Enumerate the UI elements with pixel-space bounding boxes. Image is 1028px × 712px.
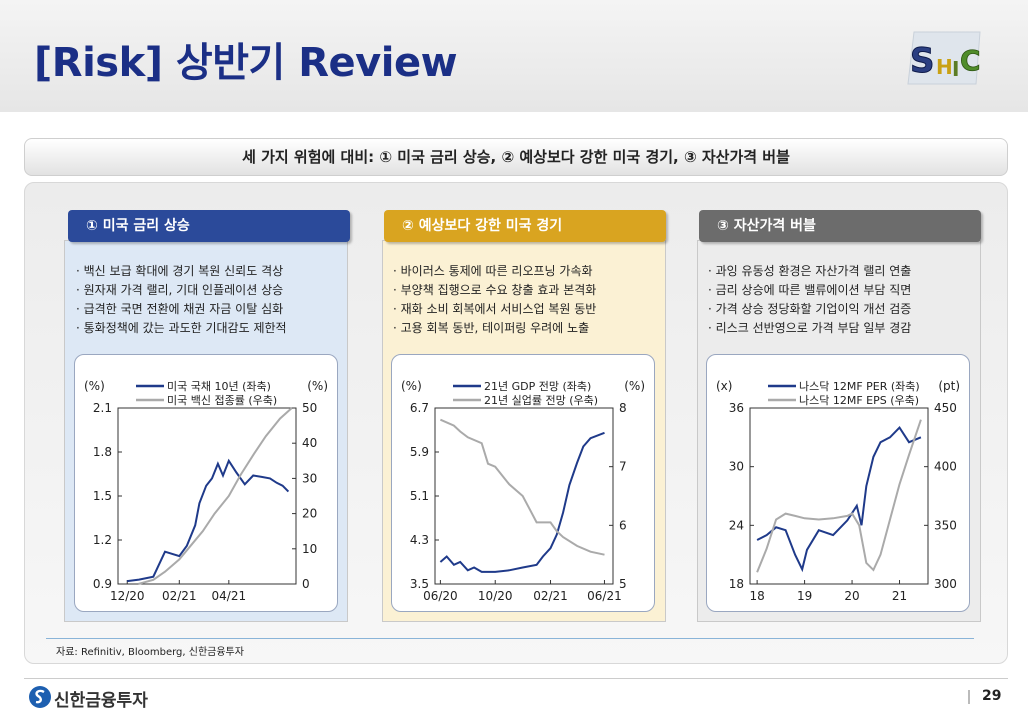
right-tick-label: 20: [302, 507, 317, 521]
right-tick-label: 50: [302, 401, 317, 415]
left-axis-unit: (%): [84, 379, 105, 393]
right-axis-unit: (pt): [938, 379, 960, 393]
x-tick-label: 02/21: [162, 589, 197, 603]
column-1-bullet-1: · 백신 보급 확대에 경기 복원 신뢰도 격상: [76, 264, 284, 278]
left-tick-label: 0.9: [93, 577, 112, 591]
column-1-bullet-2: · 원자재 가격 랠리, 기대 인플레이션 상승: [76, 283, 284, 297]
shic-logo: S H I C: [907, 31, 981, 85]
chart-gdp-unemployment: (%) (%) 6.7 5.9 5.1 4.3 3.5 8 7 6 5 06/20 10/20 02/21…: [401, 379, 645, 603]
left-tick-label: 4.3: [410, 533, 429, 547]
column-1-bullet-4: · 통화정책에 갔는 과도한 기대감도 제한적: [76, 321, 287, 335]
right-tick-label: 5: [619, 577, 627, 591]
brand-name: 신한금융투자: [54, 691, 148, 711]
subtitle-text: 세 가지 위험에 대비: ① 미국 금리 상승, ② 예상보다 강한 미국 경기…: [242, 148, 790, 166]
right-tick-label: 8: [619, 401, 627, 415]
column-3-bullet-3: · 가격 상승 정당화할 기업이익 개선 검증: [708, 302, 912, 316]
column-3-bullets: · 과잉 유동성 환경은 자산가격 랠리 연출 · 금리 상승에 따른 밸류에이…: [708, 262, 978, 338]
column-2-bullet-4: · 고용 회복 동반, 테이퍼링 우려에 노출: [393, 321, 590, 335]
logo-letter-i: I: [952, 57, 959, 81]
legend-label-2: 나스닥 12MF EPS (우축): [799, 394, 919, 407]
plot-frame: [749, 407, 929, 585]
column-3-bullet-1: · 과잉 유동성 환경은 자산가격 랠리 연출: [708, 264, 912, 278]
right-tick-label: 0: [302, 577, 310, 591]
right-tick-label: 300: [934, 577, 957, 591]
footer-divider: [46, 638, 974, 639]
series-line-1: [127, 458, 290, 583]
column-2-bullet-2: · 부양책 집행으로 수요 창출 효과 본격화: [393, 283, 597, 297]
x-tick-label: 12/20: [110, 589, 145, 603]
right-tick-label: 10: [302, 542, 317, 556]
subtitle-bar: [24, 138, 1008, 176]
x-tick-label: 18: [749, 589, 764, 603]
logo-letter-h: H: [936, 55, 953, 79]
column-2-bullet-1: · 바이러스 통제에 따른 리오프닝 가속화: [393, 264, 593, 278]
legend-label-1: 나스닥 12MF PER (좌축): [799, 380, 920, 393]
legend-label-2: 21년 실업률 전망 (우축): [484, 394, 598, 407]
column-2-bullets: · 바이러스 통제에 따른 리오프닝 가속화 · 부양책 집행으로 수요 창출 …: [393, 262, 663, 338]
right-tick-label: 350: [934, 518, 957, 532]
series-line-2: [756, 419, 922, 573]
page-separator: [968, 690, 970, 704]
column-1-header: ① 미국 금리 상승: [68, 210, 350, 242]
right-tick-label: 7: [619, 460, 627, 474]
column-3-header: ③ 자산가격 버블: [699, 210, 981, 242]
logo-letter-s: S: [910, 41, 935, 81]
legend-label-1: 21년 GDP 전망 (좌축): [484, 380, 591, 393]
column-3-bullet-2: · 금리 상승에 따른 밸류에이션 부담 직면: [708, 283, 912, 297]
left-tick-label: 1.5: [93, 489, 112, 503]
left-tick-label: 24: [729, 518, 744, 532]
right-axis-unit: (%): [307, 379, 328, 393]
left-axis-unit: (%): [401, 379, 422, 393]
right-axis-unit: (%): [624, 379, 645, 393]
left-tick-label: 5.1: [410, 489, 429, 503]
column-1-bullet-3: · 급격한 국면 전환에 채권 자금 이탈 심화: [76, 302, 284, 316]
right-tick-label: 30: [302, 471, 317, 485]
x-tick-label: 04/21: [212, 589, 247, 603]
plot-frame: [117, 407, 297, 585]
left-axis-unit: (x): [716, 379, 732, 393]
x-tick-label: 06/20: [423, 589, 458, 603]
x-tick-label: 06/21: [587, 589, 622, 603]
chart-nasdaq-per-eps: (x) (pt) 36 30 24 18 450 400 350 300 18 19 20 21 나스닥 1…: [716, 379, 960, 603]
right-tick-label: 40: [302, 436, 317, 450]
left-tick-label: 6.7: [410, 401, 429, 415]
right-tick-label: 6: [619, 518, 627, 532]
series-line-1: [756, 426, 922, 573]
left-tick-label: 3.5: [410, 577, 429, 591]
column-1-bullets: · 백신 보급 확대에 경기 복원 신뢰도 격상 · 원자재 가격 랠리, 기대…: [76, 262, 346, 338]
column-2-header: ② 예상보다 강한 미국 경기: [384, 210, 666, 242]
left-tick-label: 5.9: [410, 445, 429, 459]
x-tick-label: 21: [892, 589, 907, 603]
x-tick-label: 02/21: [533, 589, 568, 603]
series-line-2: [439, 418, 605, 556]
right-tick-label: 400: [934, 460, 957, 474]
x-tick-label: 19: [797, 589, 812, 603]
series-line-2: [137, 407, 293, 585]
left-tick-label: 1.8: [93, 445, 112, 459]
left-tick-label: 2.1: [93, 401, 112, 415]
source-note: 자료: Refinitiv, Bloomberg, 신한금융투자: [56, 647, 244, 658]
column-2-bullet-3: · 재화 소비 회복에서 서비스업 복원 동반: [393, 302, 597, 316]
title-band: [0, 0, 1028, 112]
x-tick-label: 20: [844, 589, 859, 603]
shinhan-logo-icon: [29, 686, 51, 708]
logo-letter-c: C: [960, 44, 981, 77]
x-tick-label: 10/20: [478, 589, 513, 603]
chart-treasury-vaccine: (%) (%) 2.1 1.8 1.5 1.2 0.9 50 40 30 20 10 0 12/20 02/…: [84, 379, 328, 603]
page-number: 29: [982, 688, 1002, 704]
bottom-divider: [24, 678, 1008, 679]
page-title: [Risk] 상반기 Review: [34, 40, 458, 86]
left-tick-label: 36: [729, 401, 744, 415]
column-3-bullet-4: · 리스크 선반영으로 가격 부담 일부 경감: [708, 321, 912, 335]
left-tick-label: 18: [729, 577, 744, 591]
plot-frame: [434, 407, 614, 585]
legend-label-2: 미국 백신 접종률 (우축): [167, 394, 277, 407]
series-line-1: [439, 431, 605, 573]
legend-label-1: 미국 국채 10년 (좌축): [167, 380, 271, 393]
right-tick-label: 450: [934, 401, 957, 415]
left-tick-label: 1.2: [93, 533, 112, 547]
left-tick-label: 30: [729, 460, 744, 474]
